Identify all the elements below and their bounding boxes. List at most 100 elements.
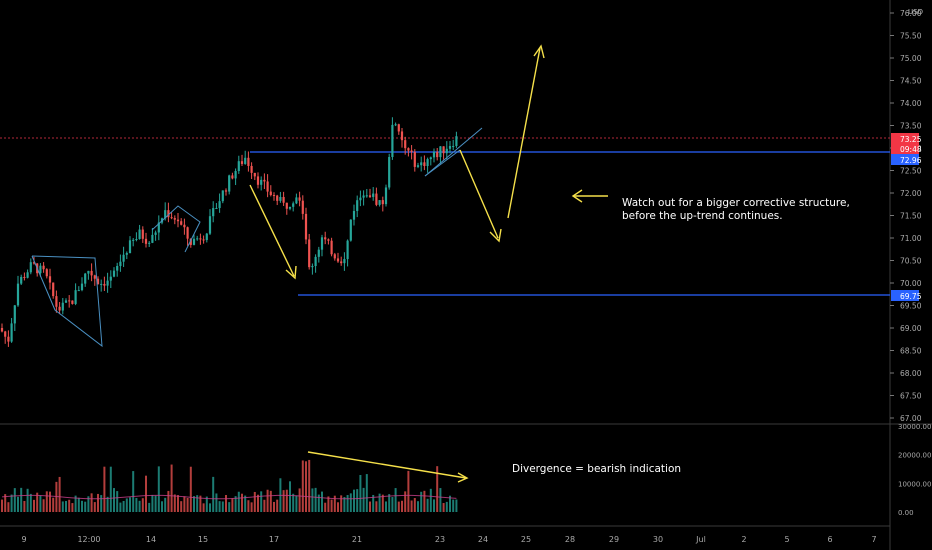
volume-bar bbox=[212, 476, 215, 512]
volume-bar bbox=[289, 481, 291, 512]
triangle-upper-line[interactable] bbox=[424, 127, 483, 177]
price-tick-label: 74.50 bbox=[900, 77, 922, 86]
candle-body bbox=[61, 302, 64, 311]
candle-body bbox=[308, 239, 311, 268]
pattern-drawings[interactable] bbox=[31, 127, 483, 348]
volume-bar bbox=[340, 495, 343, 512]
volume-bar bbox=[321, 491, 323, 512]
candle-body bbox=[192, 238, 196, 245]
volume-bar bbox=[113, 488, 115, 512]
wedge-pattern-1[interactable] bbox=[31, 255, 103, 348]
volume-bar bbox=[388, 494, 391, 512]
volume-bar bbox=[148, 502, 151, 512]
volume-bar bbox=[426, 498, 429, 512]
arrow-down-2[interactable] bbox=[459, 149, 499, 239]
candle-body bbox=[4, 331, 7, 337]
candle-body bbox=[327, 239, 330, 241]
candle-body bbox=[109, 276, 112, 281]
volume-bar bbox=[305, 461, 307, 512]
candle-body bbox=[138, 229, 141, 239]
candle-body bbox=[16, 283, 20, 306]
candle-body bbox=[7, 336, 10, 342]
candle-body bbox=[394, 124, 397, 126]
volume-bar bbox=[381, 494, 384, 512]
candle-body bbox=[426, 159, 429, 167]
time-tick-label: 2 bbox=[741, 535, 746, 544]
volume-bar bbox=[196, 495, 199, 512]
candle-body bbox=[125, 253, 128, 255]
candle-body bbox=[320, 237, 324, 250]
candle-body bbox=[148, 242, 151, 244]
candle-body bbox=[324, 237, 327, 240]
candle-body bbox=[212, 208, 215, 217]
candle-body bbox=[439, 146, 442, 158]
volume-bar bbox=[353, 489, 355, 512]
volume-bar bbox=[225, 495, 227, 512]
price-tick-label: 69.50 bbox=[900, 302, 922, 311]
candle-body bbox=[23, 276, 26, 278]
price-tick-label: 67.50 bbox=[900, 392, 922, 401]
volume-bar bbox=[74, 495, 77, 512]
candle-body bbox=[39, 265, 42, 274]
volume-bar bbox=[199, 495, 202, 512]
candle-body bbox=[122, 254, 125, 262]
candle-body bbox=[228, 175, 231, 192]
volume-tick-label: 20000.00 bbox=[898, 452, 931, 460]
volume-bar bbox=[106, 496, 109, 512]
volume-bar bbox=[93, 502, 96, 512]
arrow-down-1[interactable] bbox=[249, 184, 295, 277]
wedge-pattern-2[interactable] bbox=[151, 205, 201, 253]
volume-bar bbox=[71, 503, 74, 512]
candle-body bbox=[55, 296, 58, 307]
candle-body bbox=[349, 219, 352, 241]
candle-body bbox=[215, 208, 218, 210]
candle-body bbox=[132, 239, 135, 241]
volume-bar bbox=[429, 488, 432, 512]
candle-body bbox=[103, 283, 106, 286]
candle-body bbox=[413, 151, 416, 167]
volume-bar bbox=[394, 488, 397, 512]
candle-body bbox=[90, 270, 93, 276]
volume-bar bbox=[209, 503, 211, 512]
candle-body bbox=[330, 240, 333, 255]
volume-bar bbox=[346, 495, 349, 512]
price-tick-label: 74.00 bbox=[900, 99, 922, 108]
price-tick-label: 75.00 bbox=[900, 54, 922, 63]
volume-bar bbox=[33, 499, 35, 512]
candle-body bbox=[68, 300, 71, 302]
candle-body bbox=[116, 265, 119, 271]
volume-bar bbox=[170, 464, 173, 512]
candle-body bbox=[52, 282, 55, 297]
volume-bar bbox=[314, 487, 317, 512]
volume-bar bbox=[36, 492, 39, 512]
volume-bar bbox=[359, 474, 362, 512]
triangle-lower-line[interactable] bbox=[424, 149, 461, 177]
projection-arrows[interactable] bbox=[249, 44, 608, 483]
volume-bar bbox=[455, 499, 458, 512]
volume-bar bbox=[449, 495, 451, 512]
volume-bar bbox=[391, 497, 394, 512]
volume-bar bbox=[221, 501, 224, 512]
volume-bar bbox=[266, 489, 269, 512]
volume-bar bbox=[215, 493, 218, 512]
candle-body bbox=[365, 195, 368, 197]
time-tick-label: 5 bbox=[784, 535, 789, 544]
volume-bar bbox=[385, 501, 387, 512]
volume-bar bbox=[135, 497, 138, 512]
volume-bar bbox=[145, 475, 147, 512]
volume-bar bbox=[244, 495, 247, 512]
volume-bar bbox=[231, 498, 234, 512]
candle-body bbox=[455, 136, 458, 147]
volume-bar bbox=[439, 488, 442, 512]
candle-body bbox=[13, 305, 16, 324]
candle-body bbox=[260, 179, 263, 185]
volume-bar bbox=[45, 491, 48, 512]
candle-body bbox=[186, 227, 189, 239]
corrective-note-line-1: Watch out for a bigger corrective struct… bbox=[622, 197, 850, 209]
arrow-up[interactable] bbox=[507, 47, 541, 219]
divergence-line[interactable] bbox=[307, 451, 467, 479]
volume-bar bbox=[333, 495, 336, 512]
volume-bar bbox=[362, 487, 365, 512]
candle-body bbox=[388, 157, 391, 188]
